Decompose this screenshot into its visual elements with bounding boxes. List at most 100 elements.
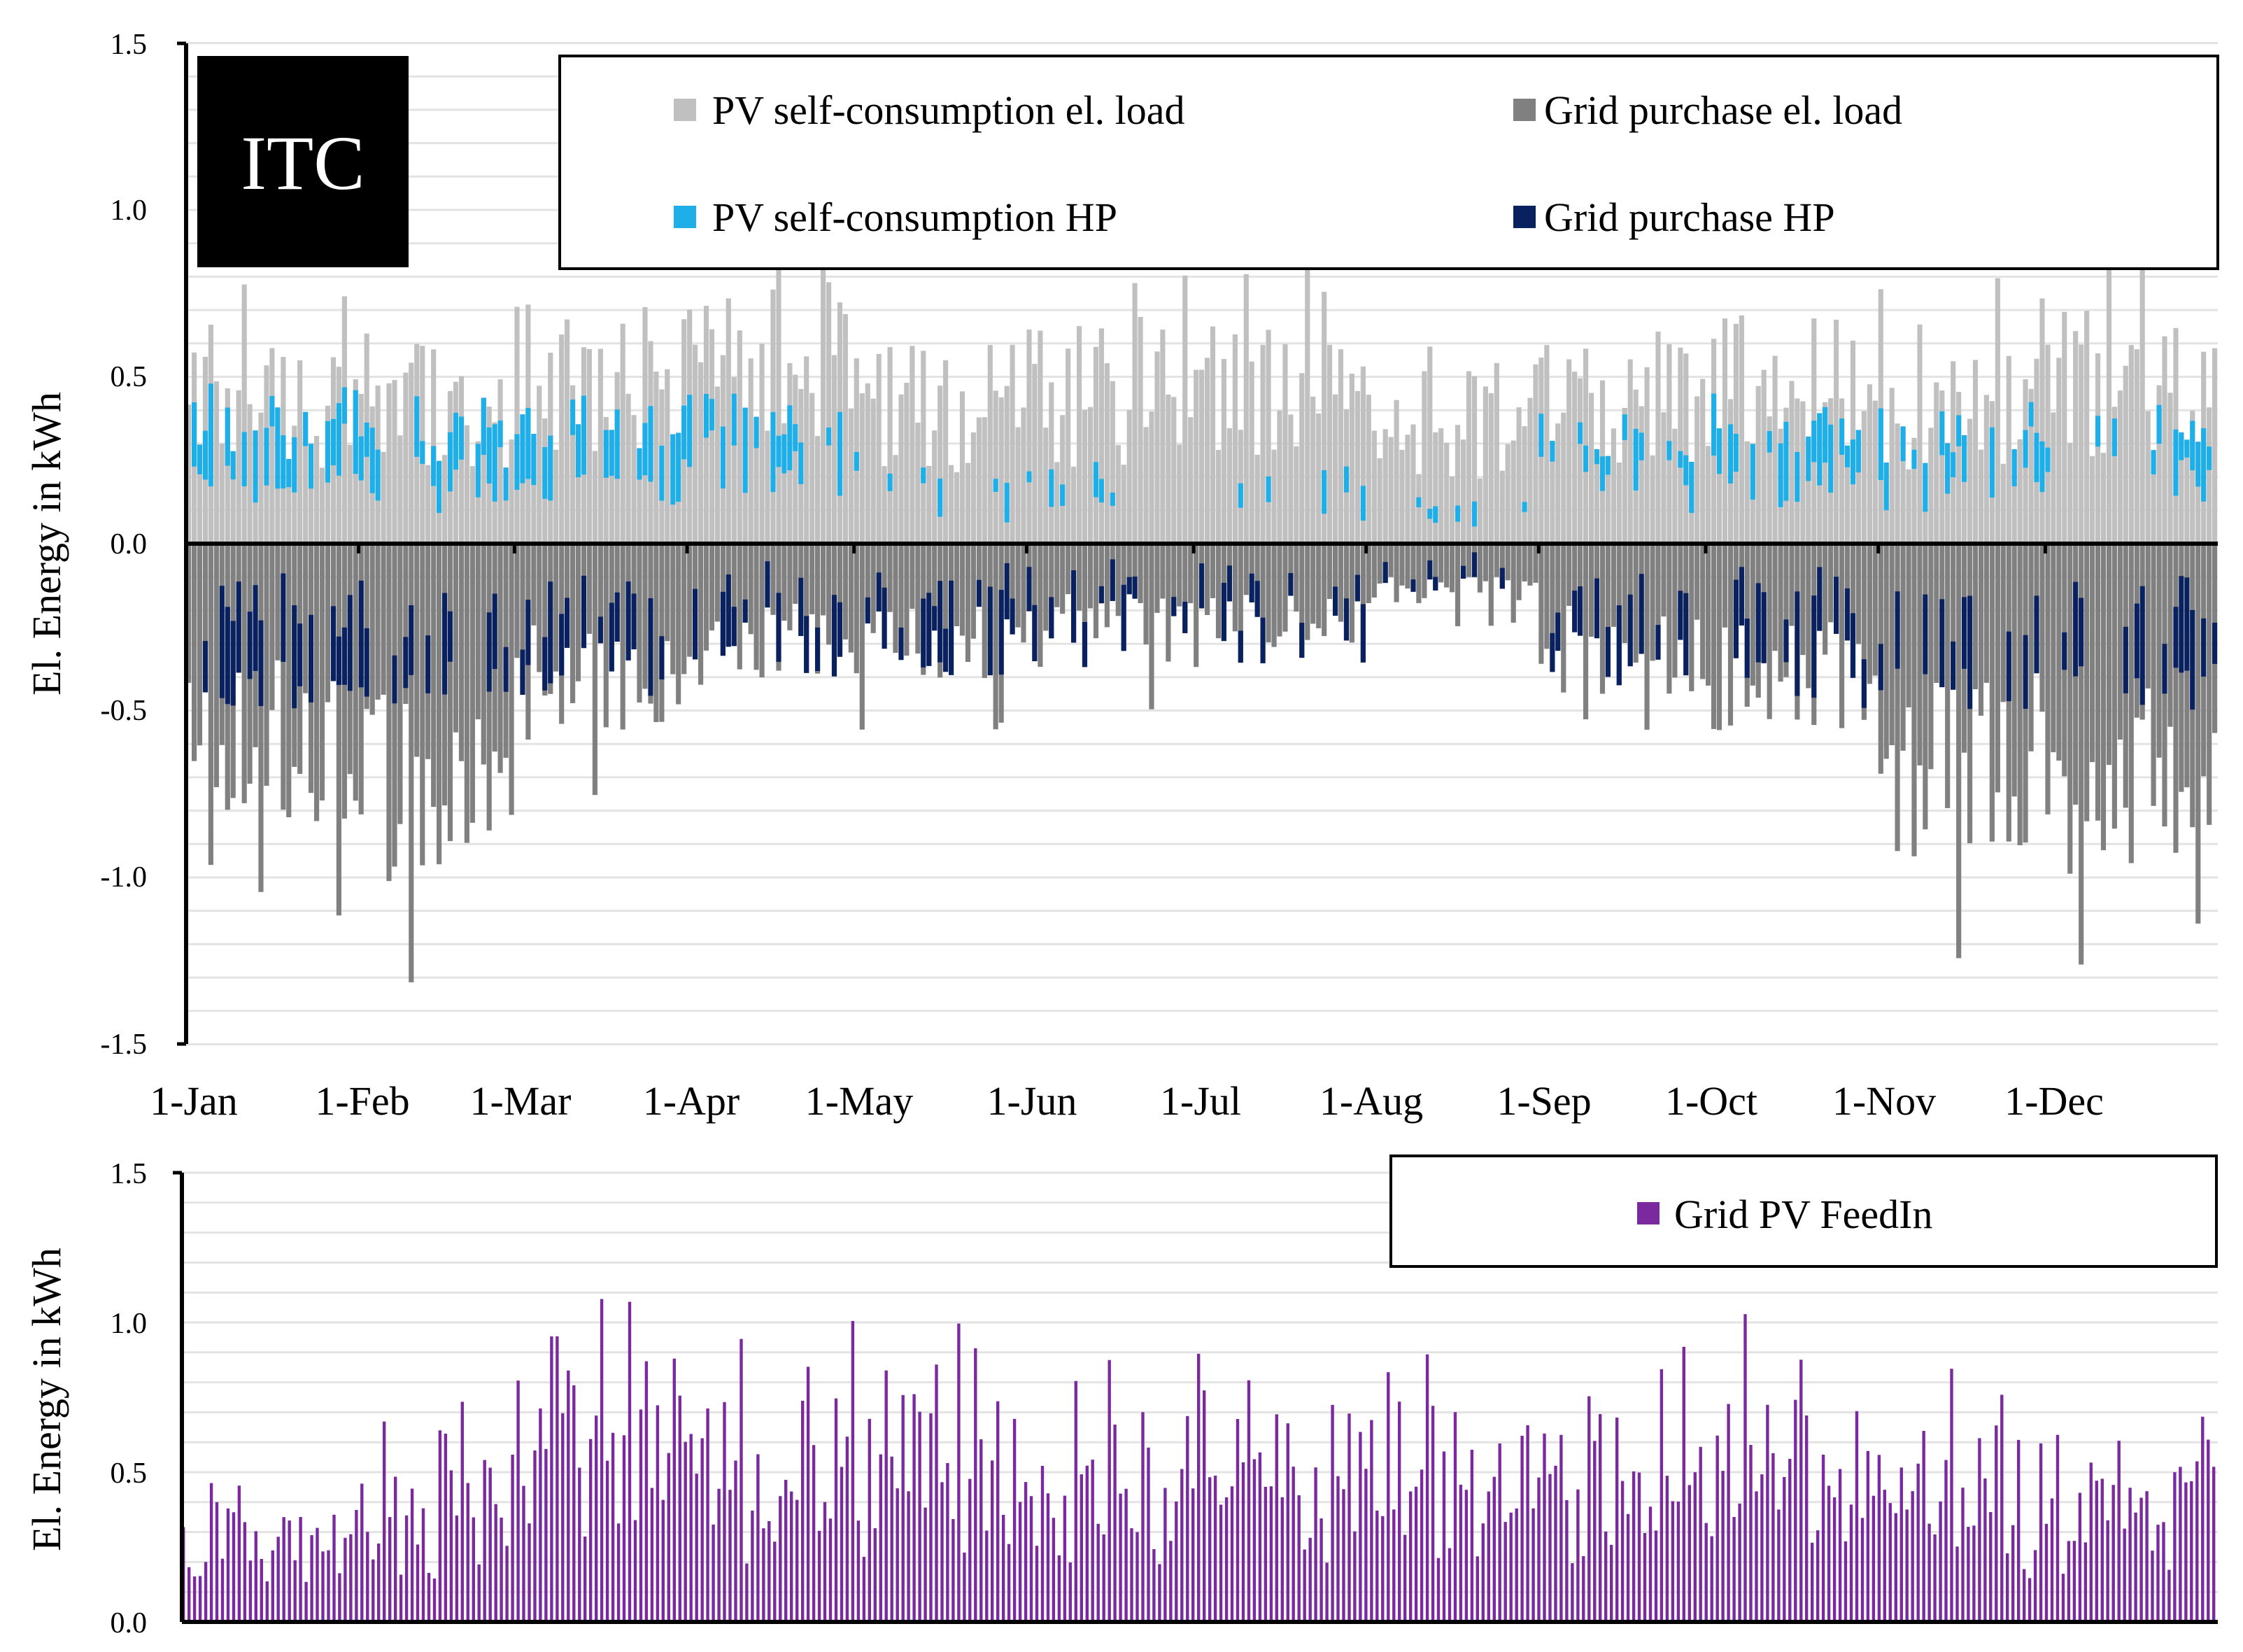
- bar-pv-self-load: [1627, 359, 1633, 544]
- bar-pv-self-hp: [453, 412, 459, 470]
- bar-grid-feedin: [1877, 1455, 1881, 1622]
- bar-pv-self-hp: [2190, 421, 2195, 471]
- bar-pv-self-hp: [503, 467, 509, 501]
- bar-grid-hp: [648, 598, 653, 696]
- bar-pv-self-load: [1505, 444, 1510, 544]
- bar-grid-hp: [1254, 581, 1260, 617]
- bar-grid-load: [1911, 544, 1917, 856]
- bar-pv-self-load: [2207, 407, 2212, 544]
- bar-pv-self-load: [1889, 388, 1895, 544]
- bar-grid-load: [804, 544, 809, 673]
- bar-grid-feedin: [1972, 1525, 1976, 1622]
- bar-grid-load: [2067, 544, 2073, 874]
- bar-grid-hp: [309, 614, 314, 703]
- bar-grid-hp: [837, 602, 843, 657]
- bar-grid-feedin: [622, 1435, 626, 1622]
- bar-grid-feedin: [795, 1499, 799, 1622]
- bar-grid-load: [565, 544, 570, 648]
- bar-grid-hp: [1299, 623, 1305, 658]
- bar-grid-hp: [2162, 644, 2167, 694]
- bar-grid-load: [1104, 544, 1110, 628]
- bar-pv-self-load: [1221, 359, 1226, 544]
- bar-grid-feedin: [1420, 1469, 1424, 1622]
- bar-grid-load: [241, 544, 247, 803]
- bar-pv-self-load: [1115, 445, 1121, 544]
- bar-grid-feedin: [605, 1460, 609, 1622]
- bar-grid-feedin: [1057, 1555, 1061, 1622]
- bar-pv-self-load: [1104, 363, 1110, 544]
- bar-pv-self-load: [297, 360, 303, 544]
- bar-pv-self-load: [1333, 394, 1338, 544]
- bar-grid-feedin: [209, 1483, 213, 1622]
- bar-grid-feedin: [907, 1491, 910, 1622]
- month-label-jul: 1-Jul: [1160, 1078, 1241, 1124]
- legend-label-grid-feedin: Grid PV FeedIn: [1674, 1192, 1932, 1237]
- bar-grid-feedin: [1933, 1534, 1937, 1622]
- bar-grid-feedin: [924, 1507, 927, 1622]
- bar-grid-load: [1906, 544, 1911, 707]
- bar-pv-self-hp: [1098, 479, 1104, 503]
- bar-pv-self-hp: [1878, 408, 1883, 480]
- bar-pv-self-load: [2067, 443, 2073, 544]
- bar-grid-feedin: [2023, 1569, 2026, 1622]
- bar-pv-self-hp: [1266, 476, 1271, 502]
- bar-grid-load: [1783, 544, 1789, 677]
- bar-pv-self-hp: [1945, 443, 1951, 494]
- bar-pv-self-load: [1471, 376, 1478, 544]
- bar-pv-self-load: [1194, 369, 1199, 544]
- bar-grid-feedin: [2212, 1467, 2216, 1622]
- bar-pv-self-load: [303, 411, 309, 544]
- bar-grid-load: [1215, 544, 1222, 639]
- bar-pv-self-hp: [2023, 430, 2028, 468]
- bar-grid-hp: [1238, 630, 1243, 663]
- bar-grid-feedin: [2083, 1542, 2088, 1622]
- bar-grid-hp: [2173, 607, 2179, 668]
- bar-pv-self-load: [559, 334, 565, 544]
- bar-grid-feedin: [1816, 1530, 1820, 1622]
- bar-grid-feedin: [483, 1460, 486, 1622]
- bar-pv-self-load: [1855, 430, 1861, 544]
- bar-grid-hp: [1226, 565, 1232, 602]
- bar-pv-self-load: [1260, 344, 1266, 544]
- bar-grid-load: [842, 544, 848, 640]
- bar-pv-self-load: [693, 344, 698, 544]
- bar-grid-feedin: [1743, 1314, 1747, 1622]
- bar-grid-feedin: [1610, 1544, 1613, 1622]
- bar-pv-self-hp: [687, 395, 693, 467]
- bar-pv-self-load: [1644, 367, 1650, 544]
- bar-grid-feedin: [265, 1581, 269, 1622]
- bar-grid-feedin: [388, 1517, 392, 1622]
- bar-pv-self-hp: [225, 407, 230, 466]
- bar-grid-load: [319, 544, 325, 800]
- bar-grid-feedin: [1409, 1491, 1413, 1622]
- bar-pv-self-load: [1739, 315, 1744, 544]
- bar-pv-self-load: [592, 451, 597, 544]
- bar-grid-load: [620, 544, 625, 730]
- bar-grid-hp: [1594, 578, 1600, 639]
- bar-grid-feedin: [1191, 1488, 1195, 1622]
- bar-pv-self-hp: [2039, 441, 2045, 493]
- bar-grid-feedin: [321, 1551, 325, 1622]
- bar-grid-load: [1021, 544, 1026, 643]
- bar-pv-self-load: [1082, 409, 1088, 544]
- bar-grid-load: [1550, 544, 1555, 672]
- bar-pv-self-hp: [208, 383, 213, 487]
- bar-pv-self-load: [1205, 358, 1210, 544]
- bar-grid-load: [1282, 544, 1288, 632]
- bar-grid-hp: [1171, 597, 1177, 616]
- bar-pv-self-hp: [1844, 445, 1851, 467]
- bar-grid-feedin: [1766, 1404, 1769, 1622]
- bar-grid-load: [2017, 544, 2023, 845]
- bar-grid-feedin: [1364, 1469, 1368, 1622]
- bar-grid-feedin: [1124, 1488, 1128, 1622]
- month-label-may: 1-May: [805, 1078, 914, 1124]
- bar-pv-self-hp: [447, 432, 453, 492]
- bar-pv-self-load: [1900, 426, 1906, 544]
- bar-pv-self-hp: [197, 444, 203, 474]
- bar-grid-hp: [1951, 641, 1956, 690]
- bar-pv-self-load: [1349, 374, 1354, 544]
- bar-grid-feedin: [1024, 1482, 1028, 1622]
- bar-grid-hp: [2201, 618, 2207, 677]
- bar-pv-self-load: [1906, 469, 1911, 544]
- bottom-ytick-label: 0.0: [111, 1607, 148, 1639]
